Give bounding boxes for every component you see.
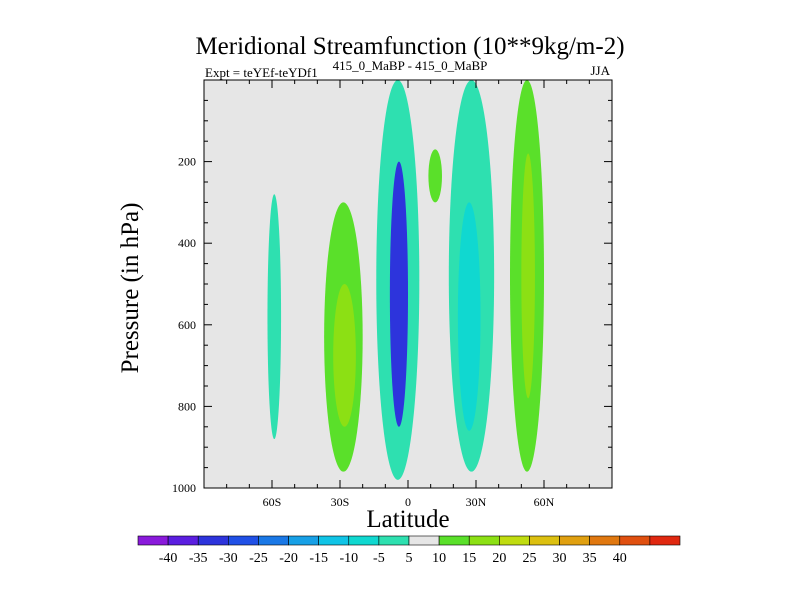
- colorbar-label: -40: [159, 551, 178, 566]
- colorbar-label: 30: [553, 551, 567, 566]
- y-tick-label: 800: [178, 399, 196, 413]
- colorbar-label: 15: [462, 551, 476, 566]
- x-tick-label: 0: [405, 495, 411, 509]
- colorbar-label: -10: [339, 551, 358, 566]
- colorbar-segment: [318, 535, 350, 546]
- y-tick-label: 1000: [172, 481, 196, 495]
- y-tick-label: 600: [178, 318, 196, 332]
- contour-nh-pos-inner: [521, 153, 535, 399]
- x-tick-label: 30N: [466, 495, 487, 509]
- colorbar-segment: [499, 535, 530, 546]
- colorbar-segment: [408, 535, 440, 546]
- chart-subtitle-right: JJA: [590, 63, 610, 78]
- colorbar-segment: [288, 535, 319, 546]
- colorbar-label: -5: [373, 551, 385, 566]
- colorbar-label: -25: [249, 551, 268, 566]
- colorbar-segment: [619, 535, 651, 546]
- colorbar-segment: [167, 535, 199, 546]
- contour-nh-small-pos: [428, 149, 443, 203]
- colorbar-label: -35: [189, 551, 208, 566]
- colorbar-segment: [649, 535, 681, 546]
- colorbar-segment: [529, 535, 560, 546]
- colorbar-segment: [348, 535, 380, 546]
- colorbar-label: 20: [492, 551, 506, 566]
- contour-layer: [267, 80, 544, 480]
- colorbar-segment: [438, 535, 470, 546]
- contour-sh-pos-inner: [333, 284, 356, 427]
- contour-sh-mid-neg: [267, 194, 282, 440]
- colorbar-segment: [378, 535, 410, 546]
- colorbar-segment: [258, 535, 289, 546]
- x-tick-label: 30S: [331, 495, 350, 509]
- y-tick-label: 400: [178, 236, 196, 250]
- contour-nh-neg-inner: [457, 202, 481, 431]
- colorbar-label: -15: [309, 551, 328, 566]
- colorbar-label: -30: [219, 551, 238, 566]
- colorbar-label: 5: [406, 551, 413, 566]
- colorbar-segment: [197, 535, 229, 546]
- colorbar: -40 -35 -30 -25 -20 -15 -10 -5 5 10 15 20 25 30 35 40: [137, 535, 681, 566]
- tick-layer: 60S 30S 0 30N 60N 200 400 600 800 1000: [172, 80, 612, 509]
- colorbar-label: 35: [583, 551, 597, 566]
- chart-title: Meridional Streamfunction (10**9kg/m-2): [195, 33, 624, 60]
- colorbar-label: 40: [613, 551, 627, 566]
- colorbar-label: 10: [432, 551, 446, 566]
- colorbar-label: -20: [279, 551, 298, 566]
- chart-subtitle-left: Expt = teYEf-teYDf1: [205, 65, 318, 80]
- x-tick-label: 60N: [534, 495, 555, 509]
- colorbar-segment: [468, 535, 500, 546]
- colorbar-segment: [137, 535, 169, 546]
- colorbar-label: 25: [522, 551, 536, 566]
- x-axis-label: Latitude: [366, 506, 449, 533]
- x-tick-label: 60S: [263, 495, 282, 509]
- colorbar-segment: [228, 535, 259, 546]
- contour-eq-neg-core: [389, 161, 408, 427]
- y-axis-label: Pressure (in hPa): [117, 203, 144, 374]
- colorbar-segment: [589, 535, 621, 546]
- y-tick-label: 200: [178, 155, 196, 169]
- colorbar-segment: [559, 535, 590, 546]
- chart-subtitle-center: 415_0_MaBP - 415_0_MaBP: [333, 58, 488, 73]
